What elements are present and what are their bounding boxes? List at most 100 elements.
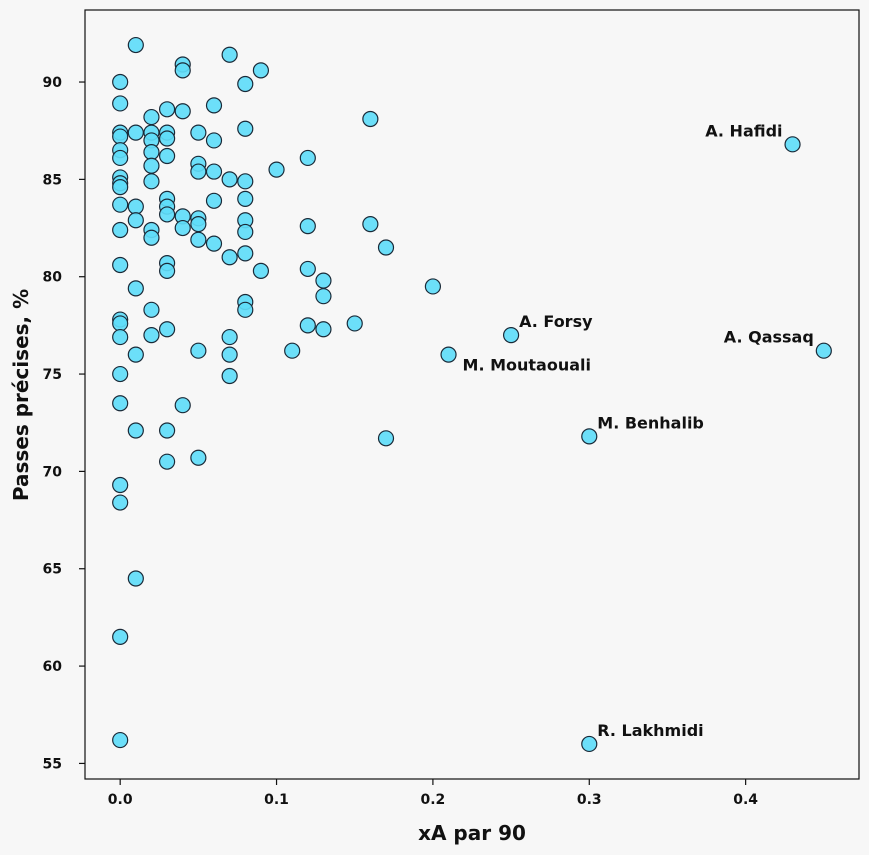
data-point <box>143 108 160 126</box>
data-point <box>581 428 598 445</box>
data-point <box>315 272 332 289</box>
y-axis: 55 60 65 70 75 80 85 90 <box>43 75 85 772</box>
data-point <box>581 735 598 753</box>
data-point <box>174 219 191 237</box>
data-point <box>221 171 238 188</box>
data-point <box>424 278 442 295</box>
data-point <box>158 101 176 118</box>
data-point <box>143 301 160 318</box>
data-point <box>299 149 316 167</box>
data-point <box>158 147 176 165</box>
data-point <box>377 430 395 447</box>
data-point <box>112 328 129 346</box>
data-points <box>112 36 832 753</box>
data-point <box>299 317 316 334</box>
data-point <box>815 342 832 359</box>
data-point <box>221 46 238 63</box>
x-tick-label: 0.1 <box>264 792 289 808</box>
data-point <box>237 245 254 262</box>
data-point <box>237 173 254 190</box>
data-point <box>158 321 176 338</box>
data-point <box>237 120 254 137</box>
data-point <box>190 342 207 359</box>
data-point <box>252 262 270 279</box>
data-point <box>205 235 223 252</box>
data-point <box>252 62 270 79</box>
point-annotation: M. Benhalib <box>597 413 704 432</box>
data-point <box>143 327 160 344</box>
data-point <box>205 97 223 114</box>
data-point <box>112 256 129 274</box>
data-point <box>237 75 254 93</box>
data-point <box>112 128 129 145</box>
data-point <box>174 397 191 414</box>
data-point <box>502 327 520 344</box>
data-point <box>112 731 129 749</box>
data-point <box>112 476 129 494</box>
data-point <box>112 73 129 91</box>
x-tick-label: 0.3 <box>577 792 602 808</box>
data-point <box>127 124 144 141</box>
data-point <box>143 173 160 190</box>
data-point <box>237 301 254 318</box>
data-point <box>112 221 129 239</box>
point-annotation: A. Qassaq <box>724 328 814 347</box>
data-point <box>112 365 129 383</box>
data-point <box>190 216 207 233</box>
data-point <box>158 453 176 470</box>
data-point <box>205 132 223 149</box>
y-tick-label: 75 <box>43 367 62 383</box>
x-tick-label: 0.2 <box>421 792 446 808</box>
data-point <box>112 494 129 511</box>
data-point <box>190 231 207 248</box>
data-point <box>143 229 160 246</box>
data-point <box>127 346 144 363</box>
y-axis-label: Passes précises, % <box>9 289 33 501</box>
x-tick-label: 0.0 <box>108 792 133 808</box>
data-point <box>112 95 129 112</box>
data-point <box>315 288 332 305</box>
data-point <box>377 239 395 256</box>
y-tick-label: 80 <box>43 270 63 286</box>
data-point <box>127 570 144 587</box>
y-tick-label: 90 <box>43 75 63 91</box>
x-axis: 0.0 0.1 0.2 0.3 0.4 <box>108 779 758 808</box>
data-point <box>112 149 129 167</box>
data-point <box>221 328 238 346</box>
point-annotation: M. Moutaouali <box>463 356 591 375</box>
point-annotation: R. Lakhmidi <box>597 721 703 740</box>
data-point <box>190 449 207 466</box>
data-point <box>237 223 254 241</box>
data-point <box>221 367 238 385</box>
data-point <box>346 315 363 332</box>
data-point <box>221 346 238 363</box>
data-point <box>174 103 191 120</box>
data-point <box>112 628 129 645</box>
data-point <box>299 260 316 278</box>
data-point <box>127 36 144 54</box>
point-annotation: A. Hafidi <box>705 121 782 140</box>
data-point <box>284 342 301 359</box>
data-point <box>440 346 457 363</box>
data-point <box>268 161 285 178</box>
point-annotation: A. Forsy <box>519 312 593 331</box>
x-tick-label: 0.4 <box>733 792 758 808</box>
y-tick-label: 85 <box>43 172 62 188</box>
data-point <box>112 179 129 196</box>
annotations: A. Hafidi A. Forsy M. Moutaouali A. Qassaq M… <box>463 121 814 740</box>
x-axis-label: xA par 90 <box>418 821 526 845</box>
data-point <box>784 136 801 153</box>
data-point <box>127 422 144 439</box>
data-point <box>127 212 144 229</box>
data-point <box>143 157 160 174</box>
data-point <box>127 198 144 215</box>
data-point <box>112 315 129 332</box>
data-point <box>127 280 144 297</box>
data-point <box>190 163 207 180</box>
y-tick-label: 55 <box>43 756 62 772</box>
data-point <box>205 192 223 209</box>
data-point <box>174 62 191 79</box>
data-point <box>205 163 223 180</box>
data-point <box>315 321 332 338</box>
